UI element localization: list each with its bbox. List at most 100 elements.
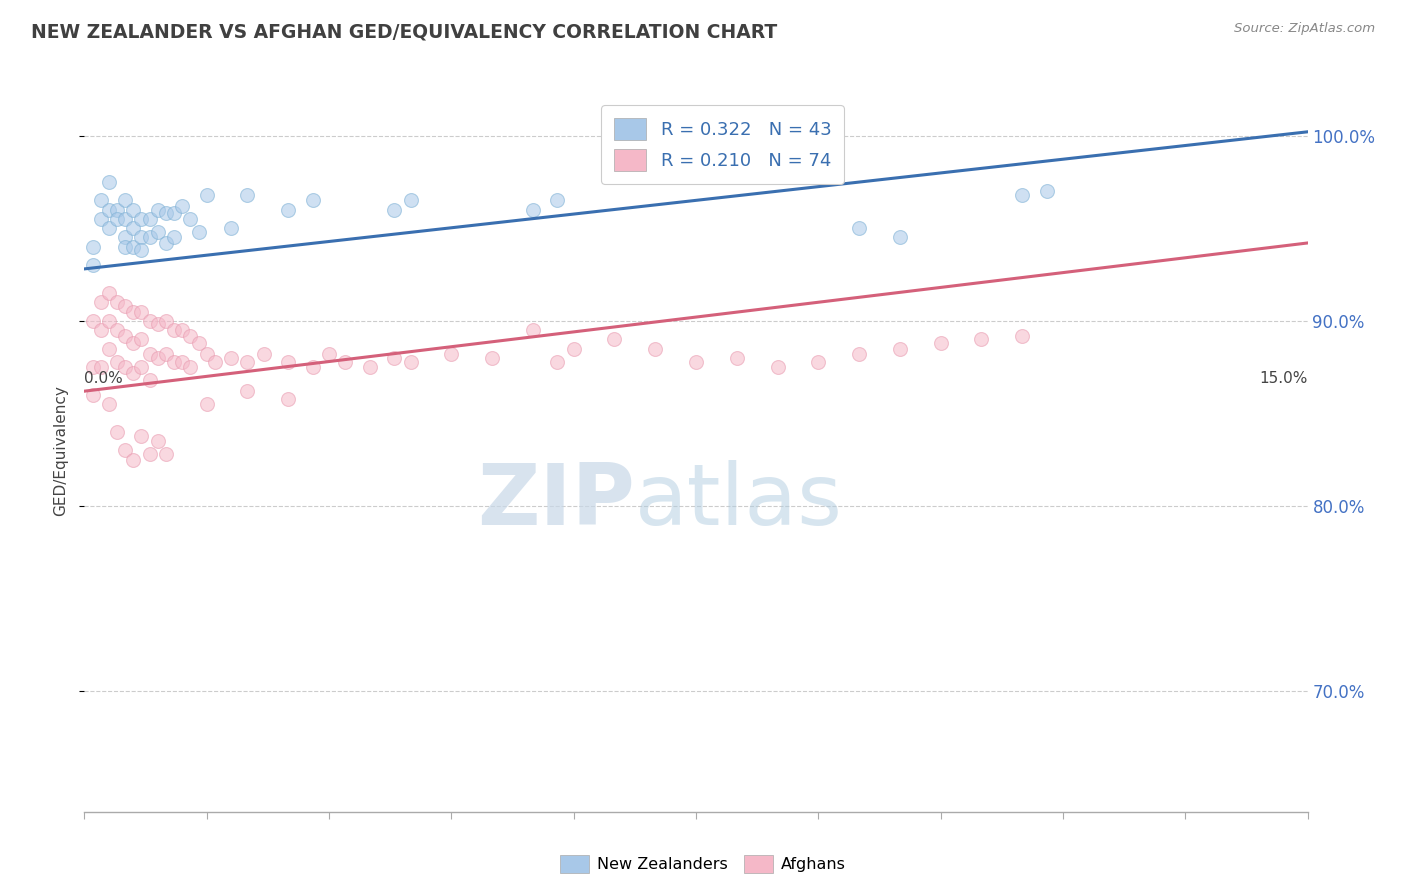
Point — [301, 194, 323, 208]
Point — [114, 211, 136, 226]
Point — [114, 194, 136, 208]
Point — [138, 230, 160, 244]
Point — [146, 318, 169, 332]
Point — [146, 434, 169, 449]
Point — [155, 206, 177, 220]
Point — [929, 336, 952, 351]
Point — [90, 360, 112, 375]
Text: NEW ZEALANDER VS AFGHAN GED/EQUIVALENCY CORRELATION CHART: NEW ZEALANDER VS AFGHAN GED/EQUIVALENCY … — [31, 22, 778, 41]
Point — [114, 443, 136, 458]
Point — [105, 425, 128, 439]
Point — [82, 240, 104, 254]
Point — [522, 323, 544, 337]
Point — [122, 202, 145, 217]
Point — [172, 199, 194, 213]
Point — [90, 295, 112, 310]
Point — [122, 221, 145, 235]
Point — [122, 336, 145, 351]
Point — [399, 354, 422, 368]
Point — [318, 347, 340, 361]
Point — [114, 299, 136, 313]
Point — [138, 314, 160, 328]
Text: atlas: atlas — [636, 459, 842, 542]
Point — [335, 354, 357, 368]
Point — [219, 351, 242, 365]
Text: 15.0%: 15.0% — [1260, 371, 1308, 386]
Point — [195, 347, 218, 361]
Point — [105, 323, 128, 337]
Point — [155, 314, 177, 328]
Point — [131, 230, 153, 244]
Point — [187, 336, 209, 351]
Point — [114, 360, 136, 375]
Point — [848, 221, 870, 235]
Text: 0.0%: 0.0% — [84, 371, 124, 386]
Point — [138, 447, 160, 461]
Legend: New Zealanders, Afghans: New Zealanders, Afghans — [554, 848, 852, 880]
Point — [122, 366, 145, 380]
Point — [163, 354, 186, 368]
Point — [562, 342, 585, 356]
Point — [138, 373, 160, 387]
Point — [236, 187, 259, 202]
Point — [82, 388, 104, 402]
Point — [399, 194, 422, 208]
Point — [90, 323, 112, 337]
Point — [97, 175, 120, 189]
Point — [131, 428, 153, 442]
Point — [105, 211, 128, 226]
Point — [546, 194, 568, 208]
Point — [138, 347, 160, 361]
Point — [122, 240, 145, 254]
Point — [163, 206, 186, 220]
Point — [440, 347, 463, 361]
Point — [105, 295, 128, 310]
Point — [82, 258, 104, 272]
Point — [970, 332, 993, 346]
Point — [889, 342, 911, 356]
Point — [90, 194, 112, 208]
Point — [301, 360, 323, 375]
Point — [155, 347, 177, 361]
Point — [146, 202, 169, 217]
Point — [219, 221, 242, 235]
Point — [1011, 328, 1033, 343]
Point — [105, 354, 128, 368]
Point — [172, 354, 194, 368]
Point — [179, 360, 201, 375]
Point — [277, 202, 299, 217]
Point — [603, 332, 626, 346]
Point — [131, 244, 153, 258]
Point — [685, 354, 707, 368]
Point — [1035, 184, 1057, 198]
Point — [163, 230, 186, 244]
Point — [236, 384, 259, 399]
Point — [146, 351, 169, 365]
Point — [90, 211, 112, 226]
Point — [97, 202, 120, 217]
Point — [179, 328, 201, 343]
Point — [97, 285, 120, 300]
Point — [725, 351, 748, 365]
Point — [131, 211, 153, 226]
Point — [97, 221, 120, 235]
Point — [766, 360, 789, 375]
Point — [138, 211, 160, 226]
Text: Source: ZipAtlas.com: Source: ZipAtlas.com — [1234, 22, 1375, 36]
Point — [97, 314, 120, 328]
Point — [179, 211, 201, 226]
Point — [359, 360, 381, 375]
Point — [807, 354, 830, 368]
Point — [848, 347, 870, 361]
Point — [204, 354, 226, 368]
Point — [131, 304, 153, 318]
Point — [122, 304, 145, 318]
Legend: R = 0.322   N = 43, R = 0.210   N = 74: R = 0.322 N = 43, R = 0.210 N = 74 — [600, 105, 844, 184]
Point — [155, 447, 177, 461]
Point — [82, 360, 104, 375]
Point — [146, 225, 169, 239]
Point — [114, 230, 136, 244]
Point — [195, 187, 218, 202]
Point — [195, 397, 218, 411]
Point — [253, 347, 276, 361]
